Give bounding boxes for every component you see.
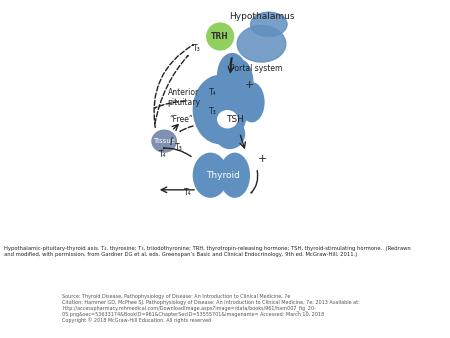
Ellipse shape [220,153,249,197]
Text: Thyroid: Thyroid [206,171,239,180]
Text: TRH: TRH [211,32,229,41]
Ellipse shape [237,26,286,62]
FancyArrowPatch shape [164,148,191,156]
Text: I: I [229,58,232,68]
Text: Tissue: Tissue [153,138,175,144]
FancyArrowPatch shape [154,45,194,127]
FancyArrowPatch shape [155,55,188,124]
Text: Portal system: Portal system [230,64,283,73]
FancyArrowPatch shape [155,101,186,108]
Ellipse shape [213,175,232,190]
Text: Education: Education [14,332,40,337]
Text: “Free”: “Free” [169,115,193,124]
Text: T₄: T₄ [209,88,217,97]
Circle shape [207,23,234,50]
FancyArrowPatch shape [180,126,193,131]
Text: Graw: Graw [13,311,41,321]
Text: T₄: T₄ [184,188,191,197]
Text: Hypothalamic-pituitary-thyroid axis. T₄, thyroxine; T₃, triiodothyronine; TRH, t: Hypothalamic-pituitary-thyroid axis. T₄,… [4,246,411,257]
Text: Mc: Mc [19,300,35,310]
Ellipse shape [152,130,176,152]
Ellipse shape [239,83,264,122]
Text: Hypothalamus: Hypothalamus [229,12,294,21]
Text: Hill: Hill [18,321,36,331]
Ellipse shape [194,75,247,144]
Text: T₃: T₃ [175,143,183,152]
Ellipse shape [218,111,237,128]
Text: TSH: TSH [226,115,243,124]
Ellipse shape [194,153,227,197]
Text: T₄: T₄ [159,150,167,159]
Ellipse shape [218,53,247,97]
Text: Anterior
pituitary: Anterior pituitary [167,88,200,107]
Text: I: I [170,137,172,147]
Ellipse shape [251,12,287,37]
Text: Source: Thyroid Disease, Pathophysiology of Disease: An Introduction to Clinical: Source: Thyroid Disease, Pathophysiology… [63,294,360,323]
Ellipse shape [231,61,253,110]
Text: +: + [258,154,267,164]
Text: T₃: T₃ [209,107,217,116]
Text: +: + [244,80,254,90]
Ellipse shape [215,119,244,148]
Text: T₃: T₃ [194,44,201,53]
FancyArrowPatch shape [251,171,258,193]
